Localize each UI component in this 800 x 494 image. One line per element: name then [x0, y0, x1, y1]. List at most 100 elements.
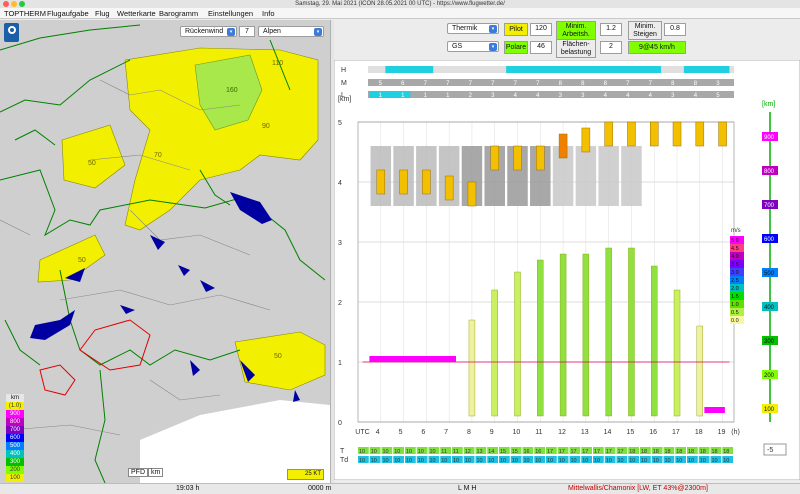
right-axis-label: 400 — [764, 305, 775, 311]
temp-value: 12 — [465, 449, 471, 455]
map-layer-select[interactable]: Rückenwind ▾ — [180, 26, 237, 37]
mid-cloud-value: 7 — [491, 81, 495, 87]
polare-field[interactable]: 46 — [530, 41, 552, 54]
pfd-toggle[interactable]: PFD km — [128, 468, 164, 477]
dew-value: 10 — [371, 458, 377, 464]
menu-topthem[interactable]: TOPTHERM — [4, 9, 46, 18]
right-axis-swatch — [762, 132, 778, 141]
dew-value: 10 — [712, 458, 718, 464]
pilot-weight-field[interactable]: 120 — [530, 23, 552, 36]
pfd-label: PFD — [128, 468, 148, 477]
country-borders — [0, 24, 326, 483]
right-axis-swatch — [762, 234, 778, 243]
x-tick-label: 5 — [399, 429, 403, 436]
climb-legend-label: 1.0 — [731, 302, 739, 308]
temp-value: 18 — [629, 449, 635, 455]
min-arbeit-label: Minim. Arbeitsh. — [556, 21, 596, 40]
menu-wetterkarte[interactable]: Wetterkarte — [117, 9, 156, 18]
temp-cell — [687, 447, 698, 454]
chevron-down-icon: ▾ — [489, 25, 497, 33]
min-arbeit-field[interactable]: 1.2 — [600, 23, 622, 36]
dew-cell — [522, 456, 534, 463]
dew-cell — [452, 456, 463, 463]
thermal-forecast-panel: Thermik ▾ Pilot 120 Minim. Arbeitsh. 1.2… — [334, 20, 800, 483]
right-axis-label: 900 — [764, 135, 775, 141]
alps-map[interactable]: 110 160 90 50 70 50 50 — [0, 20, 330, 483]
cloud-block — [530, 146, 551, 206]
window-title: Samstag, 29. Mai 2021 (ICON 28.05.2021 0… — [295, 1, 505, 7]
thermal-bar — [651, 265, 658, 417]
temp-cell — [604, 447, 616, 454]
temp-cell — [722, 447, 733, 454]
legend-item: 800 — [6, 418, 24, 426]
y-tick-label: 0 — [338, 420, 342, 427]
temp-row-label: T — [340, 448, 345, 455]
dew-cell — [581, 456, 592, 463]
thermal-bar — [582, 253, 590, 417]
dew-cell — [604, 456, 616, 463]
dew-cell — [628, 456, 639, 463]
pane-splitter[interactable] — [330, 20, 334, 483]
layer-value-field[interactable]: 7 — [239, 26, 255, 37]
x-tick-label: 13 — [581, 429, 589, 436]
x-tick-label: 10 — [513, 429, 521, 436]
y-tick-label: 1 — [338, 360, 342, 367]
dew-value: 10 — [406, 458, 412, 464]
temp-value: 18 — [712, 449, 718, 455]
dew-value: 10 — [535, 458, 541, 464]
flaechen-field[interactable]: 2 — [600, 41, 622, 54]
minimize-window-button[interactable] — [11, 1, 17, 7]
cumulus-marker — [399, 169, 408, 195]
region-select[interactable]: Alpen ▾ — [258, 26, 324, 37]
cloud-block — [575, 146, 597, 206]
right-axis-swatch — [762, 302, 778, 311]
low-cloud-value: 3 — [581, 93, 585, 99]
dew-cell — [358, 456, 369, 463]
mode-select[interactable]: Thermik ▾ — [447, 23, 499, 34]
climb-legend-label: 2.5 — [731, 278, 739, 284]
dew-cell — [710, 456, 722, 463]
menu-flugaufgabe[interactable]: Flugaufgabe — [47, 9, 89, 18]
dew-value: 10 — [430, 458, 436, 464]
dew-cell — [405, 456, 416, 463]
temp-cell — [369, 447, 381, 454]
dew-value: 10 — [394, 458, 400, 464]
low-cloud-value: 3 — [671, 93, 675, 99]
dew-cell — [663, 456, 675, 463]
temp-value: 15 — [500, 449, 506, 455]
legend-item: 900 — [6, 410, 24, 418]
cumulus-marker — [513, 145, 522, 171]
thermal-bar — [537, 259, 544, 417]
menu-barogramm[interactable]: Barogramm — [159, 9, 199, 18]
time-offset-field[interactable] — [763, 443, 787, 456]
menu-info[interactable]: Info — [262, 9, 275, 18]
temp-cell — [416, 447, 428, 454]
mid-cloud-value: 8 — [604, 81, 608, 87]
climb-legend-swatch — [730, 260, 744, 268]
high-cloud-cyan — [683, 66, 730, 73]
selected-region-outline[interactable] — [39, 319, 151, 396]
zoom-window-button[interactable] — [19, 1, 25, 7]
temp-value: 10 — [371, 449, 377, 455]
menu-einstellungen[interactable]: Einstellungen — [208, 9, 254, 18]
glider-select[interactable]: GS ▾ — [447, 41, 499, 52]
temp-value: 10 — [359, 449, 365, 455]
legend-item: 700 — [6, 426, 24, 434]
menu-flug[interactable]: Flug — [95, 9, 110, 18]
close-window-button[interactable] — [3, 1, 9, 7]
dew-cell — [475, 456, 487, 463]
low-cloud-value: 4 — [536, 93, 540, 99]
no-data-area — [140, 400, 330, 483]
min-steigen-field[interactable]: 0.8 — [664, 23, 686, 36]
thermal-bar — [605, 247, 612, 417]
temp-cell — [440, 447, 451, 454]
mid-cloud-value: 8 — [581, 81, 585, 87]
low-cloud-value: 5 — [716, 93, 720, 99]
temp-value: 11 — [453, 449, 459, 455]
climb-legend-swatch — [730, 244, 744, 252]
cumulus-marker — [718, 121, 727, 147]
temp-value: 16 — [524, 449, 530, 455]
climb-legend-swatch — [730, 268, 744, 276]
low-cloud-cyan — [369, 91, 411, 98]
